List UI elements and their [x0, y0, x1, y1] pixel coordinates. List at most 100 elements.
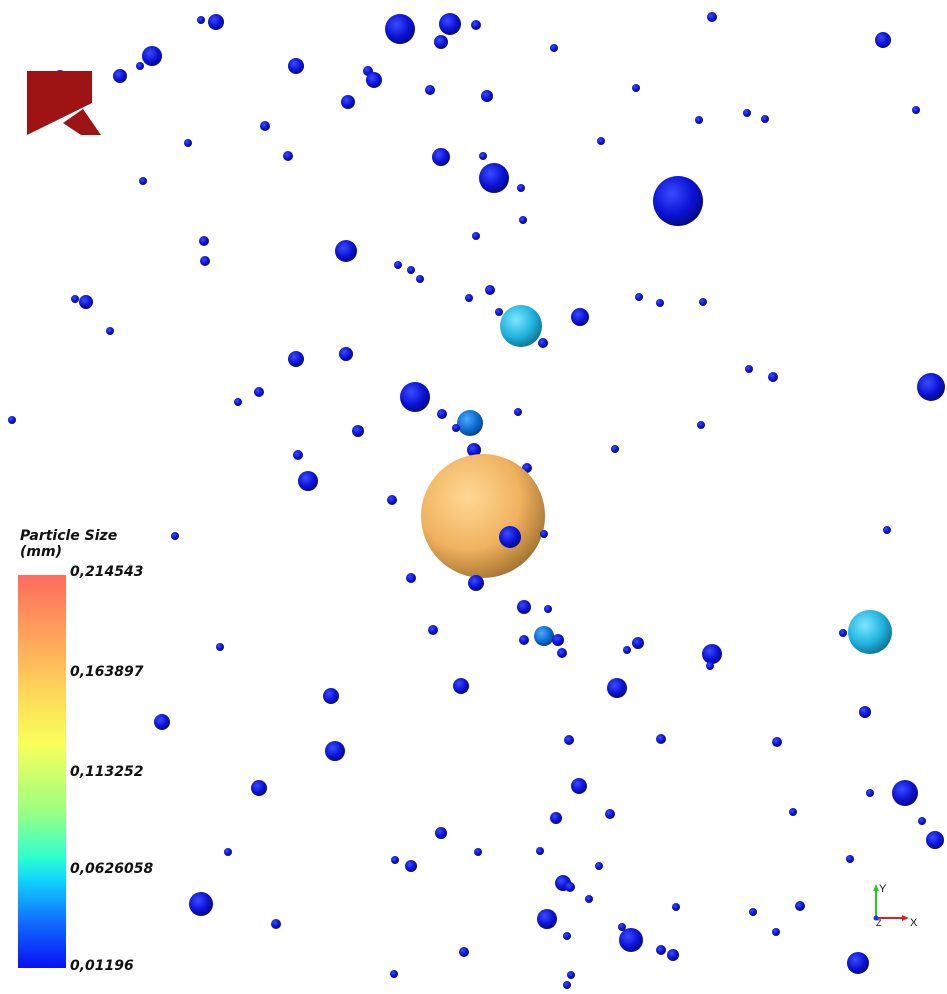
particle: [432, 148, 450, 166]
particle: [848, 610, 892, 654]
particle: [421, 454, 545, 578]
particle: [571, 778, 587, 794]
particle: [495, 308, 503, 316]
particle: [563, 981, 571, 989]
particle: [707, 12, 717, 22]
particle: [653, 176, 703, 226]
particle: [761, 115, 769, 123]
particle: [772, 928, 780, 936]
particle: [550, 44, 558, 52]
particle: [565, 882, 575, 892]
particle: [557, 648, 567, 658]
particle: [260, 121, 270, 131]
particle: [611, 445, 619, 453]
particle: [283, 151, 293, 161]
particle: [481, 90, 493, 102]
particle: [618, 923, 626, 931]
particle: [605, 809, 615, 819]
particle: [154, 714, 170, 730]
particle: [428, 625, 438, 635]
particle: [912, 106, 920, 114]
particle: [453, 678, 469, 694]
particle: [416, 275, 424, 283]
particle: [288, 351, 304, 367]
logo-shape: [27, 71, 92, 135]
particle: [335, 240, 357, 262]
particle: [474, 848, 482, 856]
particle: [607, 678, 627, 698]
particle: [917, 373, 945, 401]
particle: [171, 532, 179, 540]
legend-title: Particle Size (mm): [20, 528, 140, 560]
particle: [795, 901, 805, 911]
particle: [468, 575, 484, 591]
particle: [479, 152, 487, 160]
particle: [288, 58, 304, 74]
legend-tick-2: 0,163897: [70, 664, 144, 680]
company-logo: [27, 71, 101, 135]
particle: [387, 495, 397, 505]
particle: [184, 139, 192, 147]
particle: [485, 285, 495, 295]
particle: [79, 295, 93, 309]
particle: [439, 13, 461, 35]
particle: [892, 780, 918, 806]
particle: [457, 410, 483, 436]
particle: [189, 892, 213, 916]
particle: [293, 450, 303, 460]
particle: [706, 662, 714, 670]
particle: [656, 945, 666, 955]
particle: [216, 643, 224, 651]
particle: [517, 184, 525, 192]
particle: [619, 928, 643, 952]
legend-title-line2: (mm): [20, 544, 62, 560]
particle: [534, 626, 554, 646]
particle: [697, 421, 705, 429]
particle: [538, 338, 548, 348]
particle: [459, 947, 469, 957]
particle: [352, 425, 364, 437]
particle: [695, 116, 703, 124]
particle: [136, 62, 144, 70]
particle: [866, 789, 874, 797]
particle: [479, 163, 509, 193]
particle: [434, 35, 448, 49]
particle: [745, 365, 753, 373]
particle: [467, 443, 481, 457]
particle: [656, 734, 666, 744]
color-legend: Particle Size (mm) 0,214543 0,163897 0,1…: [18, 528, 198, 978]
z-axis-dot: [873, 915, 879, 921]
particle: [519, 216, 527, 224]
particle: [465, 294, 473, 302]
z-axis-label: Z: [876, 918, 882, 928]
logo-accent: [63, 109, 101, 135]
particle: [883, 526, 891, 534]
particle: [656, 299, 664, 307]
particle: [499, 526, 521, 548]
particle: [391, 856, 399, 864]
particle: [472, 232, 480, 240]
particle: [571, 308, 589, 326]
particle: [251, 780, 267, 796]
x-axis-arrow: [902, 915, 909, 921]
particle: [452, 424, 460, 432]
particle: [437, 409, 447, 419]
particle: [323, 688, 339, 704]
legend-title-line1: Particle Size: [20, 528, 118, 544]
particle: [394, 261, 402, 269]
particle: [517, 600, 531, 614]
particle: [8, 416, 16, 424]
particle: [385, 14, 415, 44]
particle: [564, 735, 574, 745]
particle: [699, 298, 707, 306]
particle: [139, 177, 147, 185]
particle: [540, 530, 548, 538]
particle: [550, 812, 562, 824]
y-axis-label: Y: [879, 883, 887, 895]
particle: [544, 605, 552, 613]
legend-tick-min: 0,01196: [70, 958, 134, 974]
particle: [772, 737, 782, 747]
particle: [199, 236, 209, 246]
particle: [918, 817, 926, 825]
